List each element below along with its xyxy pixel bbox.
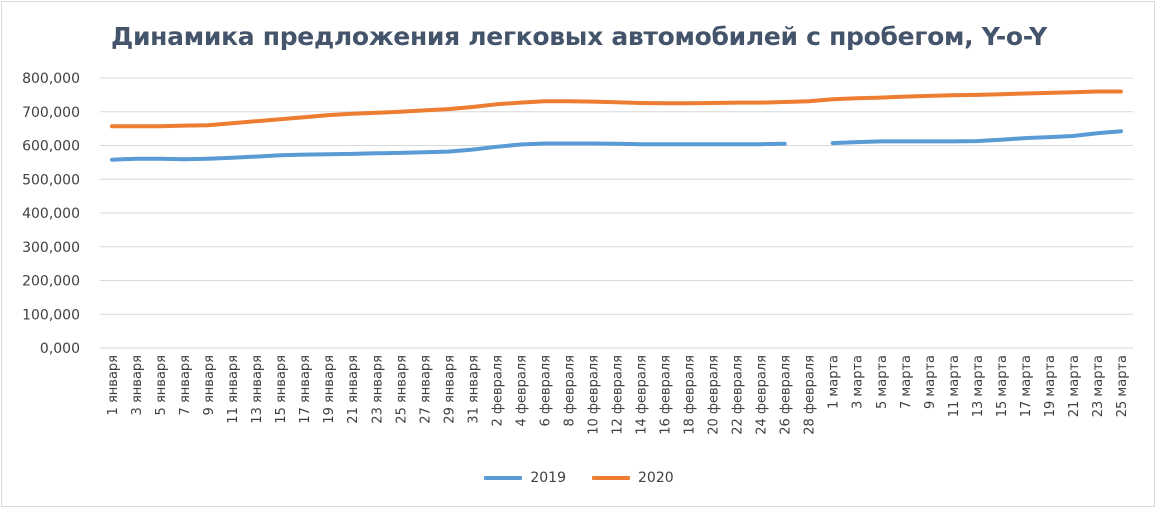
legend-item-2019: 2019 xyxy=(484,470,566,486)
x-tick-label: 24 февраля xyxy=(755,355,770,435)
y-tick-label: 700,000 xyxy=(22,105,80,121)
x-tick-label: 28 февраля xyxy=(803,355,818,435)
x-tick-label: 9 января xyxy=(202,355,217,415)
legend: 2019 2020 xyxy=(0,470,1158,486)
x-tick-label: 1 января xyxy=(106,355,121,415)
x-tick-label: 27 января xyxy=(418,355,433,424)
legend-swatch-2020 xyxy=(592,476,630,480)
x-tick-label: 9 марта xyxy=(923,355,938,409)
x-tick-label: 21 марта xyxy=(1067,355,1082,417)
x-tick-label: 20 февраля xyxy=(707,355,722,435)
x-tick-label: 11 марта xyxy=(947,355,962,417)
x-tick-label: 18 февраля xyxy=(683,355,698,435)
x-tick-label: 17 января xyxy=(298,355,313,424)
x-tick-label: 7 января xyxy=(178,355,193,415)
x-axis: 1 января 3 января 5 января 7 января 9 января… xyxy=(106,355,1130,435)
x-tick-label: 11 января xyxy=(226,355,241,424)
legend-item-2020: 2020 xyxy=(592,470,674,486)
x-tick-label: 13 января xyxy=(250,355,265,424)
series-lines xyxy=(110,89,1123,162)
x-tick-label: 8 февраля xyxy=(562,355,577,427)
y-tick-label: 600,000 xyxy=(22,139,80,155)
y-axis: 0,000 100,000 200,000 300,000 400,000 500,000… xyxy=(22,71,80,357)
x-tick-label: 3 января xyxy=(130,355,145,415)
x-tick-label: 1 марта xyxy=(827,355,842,409)
gridlines xyxy=(100,77,1133,349)
x-tick-label: 23 марта xyxy=(1091,355,1106,417)
x-tick-label: 5 марта xyxy=(875,355,890,409)
x-tick-label: 2 февраля xyxy=(490,355,505,427)
x-tick-label: 23 января xyxy=(370,355,385,424)
legend-label-2019: 2019 xyxy=(530,470,566,486)
x-tick-label: 25 марта xyxy=(1115,355,1130,417)
y-tick-label: 0,000 xyxy=(40,341,80,357)
x-tick-label: 19 января xyxy=(322,355,337,424)
y-tick-label: 500,000 xyxy=(22,172,80,188)
x-tick-label: 10 февраля xyxy=(586,355,601,435)
x-tick-label: 19 марта xyxy=(1043,355,1058,417)
x-tick-label: 4 февраля xyxy=(514,355,529,427)
x-tick-label: 3 марта xyxy=(851,355,866,409)
y-tick-label: 200,000 xyxy=(22,274,80,290)
x-tick-label: 13 марта xyxy=(971,355,986,417)
series-line-2019 xyxy=(110,129,1123,162)
legend-swatch-2019 xyxy=(484,476,523,480)
x-tick-label: 15 января xyxy=(274,355,289,424)
x-tick-label: 26 февраля xyxy=(779,355,794,435)
x-tick-label: 17 марта xyxy=(1019,355,1034,417)
x-tick-label: 15 марта xyxy=(995,355,1010,417)
chart-title: Динамика предложения легковых автомобиле… xyxy=(111,22,1047,51)
x-tick-label: 5 января xyxy=(154,355,169,415)
x-tick-label: 25 января xyxy=(394,355,409,424)
y-tick-label: 300,000 xyxy=(22,240,80,256)
x-tick-label: 6 февраля xyxy=(538,355,553,427)
legend-label-2020: 2020 xyxy=(638,470,674,486)
series-line-2020 xyxy=(110,89,1123,129)
y-tick-label: 100,000 xyxy=(22,307,80,323)
x-tick-label: 7 марта xyxy=(899,355,914,409)
x-tick-label: 16 февраля xyxy=(659,355,674,435)
x-tick-label: 21 января xyxy=(346,355,361,424)
y-tick-label: 800,000 xyxy=(22,71,80,87)
x-tick-label: 31 января xyxy=(466,355,481,424)
x-tick-label: 22 февраля xyxy=(731,355,746,435)
x-tick-label: 14 февраля xyxy=(635,355,650,435)
y-tick-label: 400,000 xyxy=(22,206,80,222)
x-tick-label: 12 февраля xyxy=(611,355,626,435)
x-tick-label: 29 января xyxy=(442,355,457,424)
